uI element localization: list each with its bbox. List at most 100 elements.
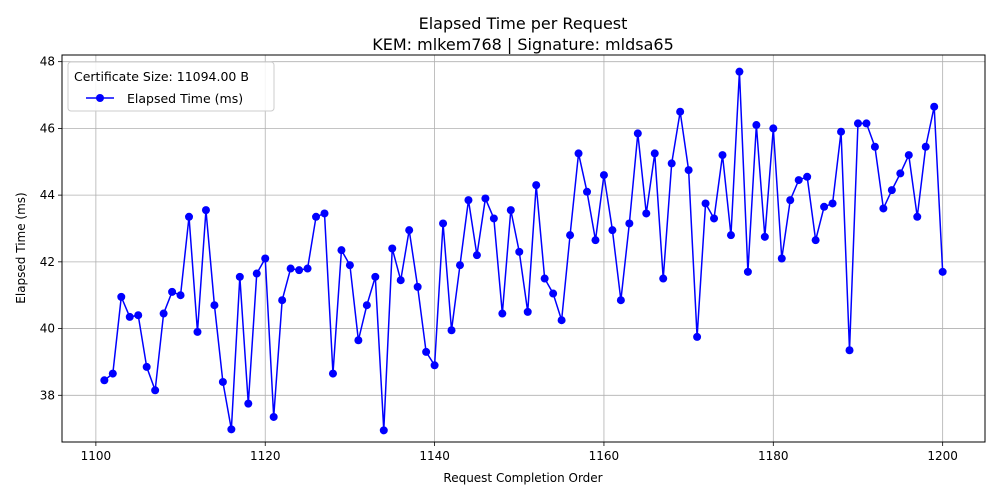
data-point — [642, 209, 651, 218]
data-point — [684, 166, 693, 175]
data-point — [286, 264, 295, 273]
x-tick-label: 1160 — [589, 449, 620, 463]
data-point — [540, 274, 549, 283]
data-point — [921, 142, 930, 151]
data-point — [439, 219, 448, 228]
grid-lines — [62, 55, 985, 442]
y-axis-label: Elapsed Time (ms) — [14, 192, 28, 303]
data-point — [532, 181, 541, 190]
data-point — [549, 289, 558, 298]
series-line — [103, 70, 944, 432]
data-point — [769, 124, 778, 133]
data-point — [701, 199, 710, 208]
chart-subtitle: KEM: mlkem768 | Signature: mldsa65 — [372, 35, 674, 54]
y-tick-label: 42 — [40, 255, 55, 269]
data-point — [693, 332, 702, 341]
y-tick-label: 40 — [40, 322, 55, 336]
data-point — [345, 261, 354, 270]
data-point — [845, 346, 854, 355]
data-point — [786, 196, 795, 205]
data-point — [879, 204, 888, 213]
chart-title: Elapsed Time per Request — [419, 14, 628, 33]
data-point — [447, 326, 456, 335]
data-point — [498, 309, 507, 318]
data-point — [870, 142, 879, 151]
data-point — [244, 399, 253, 408]
data-point — [134, 311, 143, 320]
data-point — [235, 272, 244, 281]
x-tick-label: 1140 — [419, 449, 450, 463]
data-point — [405, 226, 414, 235]
data-point — [743, 267, 752, 276]
data-point — [320, 209, 329, 218]
data-point — [583, 187, 592, 196]
data-point — [896, 169, 905, 178]
data-point — [108, 369, 117, 378]
data-point — [591, 236, 600, 245]
data-point — [422, 347, 431, 356]
data-point — [760, 232, 769, 241]
data-point — [481, 194, 490, 203]
data-point — [608, 226, 617, 235]
data-point — [337, 246, 346, 255]
data-point — [176, 291, 185, 300]
data-point — [566, 231, 575, 240]
x-axis-label: Request Completion Order — [443, 471, 602, 485]
data-point — [278, 296, 287, 305]
data-point — [930, 102, 939, 111]
data-point — [887, 186, 896, 195]
legend-title: Certificate Size: 11094.00 B — [74, 69, 249, 84]
data-point — [396, 276, 405, 285]
data-point — [574, 149, 583, 158]
data-point — [667, 159, 676, 168]
data-point — [633, 129, 642, 138]
data-point — [794, 176, 803, 185]
data-point — [218, 377, 227, 386]
data-point — [159, 309, 168, 318]
plot-frame — [61, 54, 986, 443]
y-tick-label: 44 — [40, 188, 55, 202]
data-point — [303, 264, 312, 273]
data-point — [117, 292, 126, 301]
x-tick-label: 1180 — [758, 449, 789, 463]
data-point — [904, 151, 913, 160]
y-tick-label: 46 — [40, 121, 55, 135]
data-point — [371, 272, 380, 281]
data-point — [913, 212, 922, 221]
data-point — [168, 287, 177, 296]
x-tick-label: 1120 — [250, 449, 281, 463]
data-point — [151, 386, 160, 395]
data-point — [599, 171, 608, 180]
data-point — [388, 244, 397, 253]
x-tick-label: 1100 — [81, 449, 112, 463]
data-point — [455, 261, 464, 270]
data-point — [464, 196, 473, 205]
data-point — [295, 266, 304, 275]
data-point — [938, 267, 947, 276]
data-point — [718, 151, 727, 160]
series-layer — [100, 67, 947, 435]
data-point — [650, 149, 659, 158]
data-point — [676, 107, 685, 116]
data-point — [125, 312, 134, 321]
data-point — [328, 369, 337, 378]
data-point — [354, 336, 363, 345]
data-point — [413, 282, 422, 291]
legend-box — [67, 61, 275, 112]
data-point — [811, 236, 820, 245]
data-point — [261, 254, 270, 263]
data-point — [185, 212, 194, 221]
data-point — [616, 296, 625, 305]
y-tick-label: 48 — [40, 55, 55, 69]
data-point — [820, 202, 829, 211]
data-point — [227, 425, 236, 434]
data-point — [837, 127, 846, 136]
data-point — [142, 362, 151, 371]
x-tick-label: 1200 — [927, 449, 958, 463]
data-point — [252, 269, 261, 278]
data-point — [862, 119, 871, 128]
data-point — [472, 251, 481, 260]
data-point — [557, 316, 566, 325]
data-point — [735, 67, 744, 76]
data-point — [362, 301, 371, 310]
